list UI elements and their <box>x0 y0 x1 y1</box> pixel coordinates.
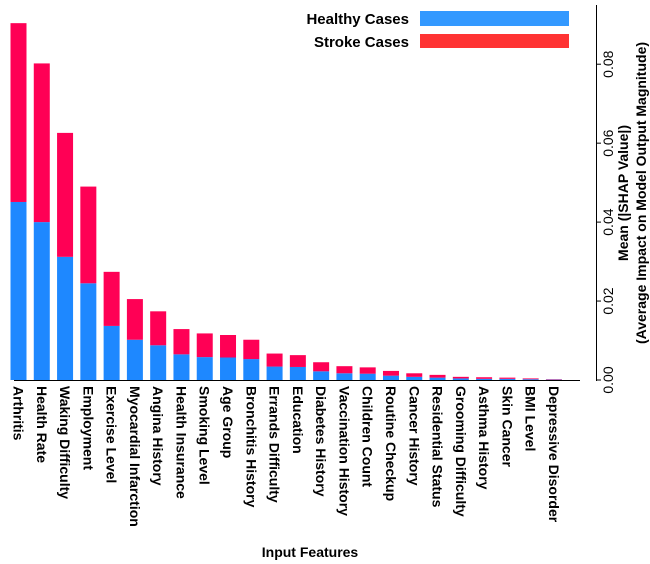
bar-stroke <box>406 373 423 377</box>
x-tick-label: Education <box>290 386 306 454</box>
x-tick-label: Bronchitis History <box>243 386 259 508</box>
bar-healthy <box>10 201 27 380</box>
bar-healthy <box>499 378 516 380</box>
bar-healthy <box>196 357 213 380</box>
bar-healthy <box>173 354 190 380</box>
x-tick-label: Errands Difficulty <box>267 386 283 503</box>
bar-healthy <box>382 375 399 380</box>
x-tick-label: Exercise Level <box>104 386 120 483</box>
bar-stroke <box>452 376 469 379</box>
x-tick-label: Arthritis <box>11 386 27 441</box>
legend-stroke-swatch <box>420 34 569 48</box>
bar-stroke <box>57 132 74 257</box>
y-axis-title-line1: Mean (|SHAP Value|) <box>615 125 631 261</box>
bar-stroke <box>80 186 97 284</box>
x-tick-label: Asthma History <box>476 386 492 490</box>
bar-stroke <box>382 370 399 376</box>
x-tick-label: Age Group <box>220 386 236 458</box>
x-tick-label: Smoking Level <box>197 386 213 485</box>
bar-stroke <box>336 366 353 374</box>
x-tick-label: BMI Level <box>523 386 539 451</box>
y-tick-label: 0.04 <box>600 208 616 235</box>
x-tick-label: Depressive Disorder <box>546 386 562 523</box>
x-tick-label: Residential Status <box>430 386 446 508</box>
x-tick-label: Diabetes History <box>313 386 329 497</box>
bar-healthy <box>33 222 50 380</box>
y-tick-label: 0.08 <box>600 50 616 77</box>
bar-healthy <box>103 325 120 380</box>
x-tick-label: Health Insurance <box>173 386 189 499</box>
bar-stroke <box>289 355 306 367</box>
x-tick-label: Grooming Difficulty <box>453 386 469 517</box>
x-tick-label: Skin Cancer <box>499 386 515 467</box>
bar-stroke <box>359 367 376 374</box>
bar-stroke <box>266 353 283 367</box>
x-tick-label: Vaccination History <box>336 386 352 516</box>
bar-healthy <box>57 256 74 380</box>
x-tick-label: Myocardial Infarction <box>127 386 143 527</box>
x-tick-labels: Arthritis Health Rate Waking Difficulty Emp… <box>11 386 562 527</box>
bar-healthy <box>220 357 237 380</box>
bar-stroke <box>10 23 27 202</box>
bar-stroke <box>499 377 516 379</box>
x-tick-label: Health Rate <box>34 386 50 463</box>
bar-stroke <box>429 374 446 378</box>
bar-healthy <box>80 283 97 380</box>
x-axis-title: Input Features <box>262 544 359 560</box>
bar-stroke <box>126 299 143 340</box>
legend-healthy-swatch <box>420 11 569 26</box>
bar-stroke <box>220 335 237 358</box>
y-axis-ticks: 0.00 0.02 0.04 0.06 0.08 <box>596 50 616 394</box>
bar-stroke <box>313 362 330 372</box>
bar-stroke <box>150 311 167 346</box>
x-tick-label: Waking Difficulty <box>57 386 73 499</box>
bar-stroke <box>103 271 120 326</box>
bar-stroke <box>522 378 539 380</box>
legend-stroke-label: Stroke Cases <box>314 34 409 51</box>
bars-group <box>10 23 562 380</box>
bar-stroke <box>33 63 50 223</box>
bar-healthy <box>476 378 493 380</box>
x-tick-label: Cancer History <box>406 386 422 486</box>
y-tick-label: 0.06 <box>600 129 616 156</box>
bar-healthy <box>313 371 330 380</box>
bar-healthy <box>289 366 306 380</box>
bar-stroke <box>243 339 260 360</box>
bar-healthy <box>406 376 423 380</box>
y-axis-title-line2: (Average Impact on Model Output Magnitud… <box>633 42 649 344</box>
bar-healthy <box>429 377 446 380</box>
legend: Healthy Cases Stroke Cases <box>306 11 569 51</box>
y-tick-label: 0.00 <box>600 366 616 393</box>
bar-stroke <box>196 333 213 358</box>
bar-healthy <box>150 345 167 380</box>
x-tick-label: Angina History <box>150 386 166 486</box>
y-tick-label: 0.02 <box>600 287 616 314</box>
bar-healthy <box>243 359 260 380</box>
bar-healthy <box>336 373 353 380</box>
bar-healthy <box>452 378 469 380</box>
bar-stroke <box>173 329 190 355</box>
x-tick-label: Children Count <box>360 386 376 487</box>
x-tick-label: Employment <box>80 386 96 470</box>
bar-healthy <box>522 379 539 380</box>
legend-healthy-label: Healthy Cases <box>306 11 409 28</box>
bar-healthy <box>126 339 143 380</box>
bar-healthy <box>359 373 376 380</box>
x-tick-label: Routine Checkup <box>383 386 399 501</box>
bar-stroke <box>476 377 493 379</box>
bar-healthy <box>266 366 283 380</box>
